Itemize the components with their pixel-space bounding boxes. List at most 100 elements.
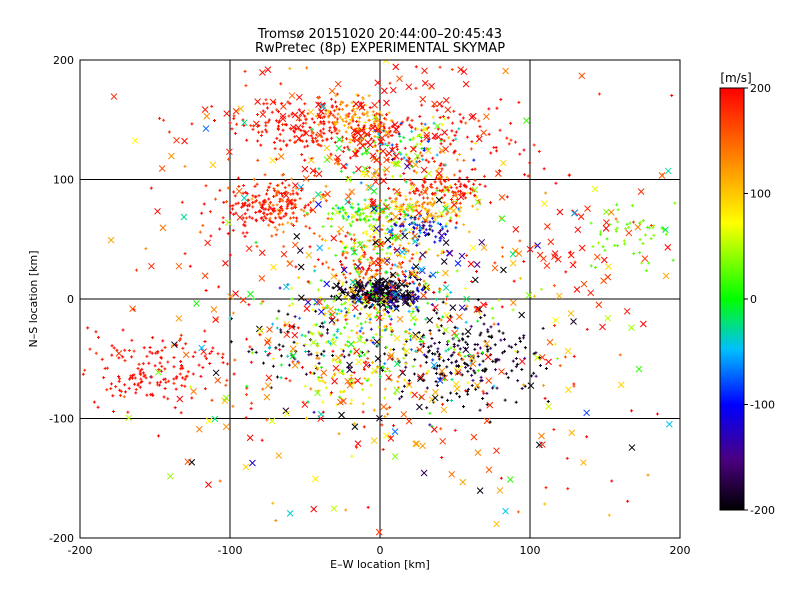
data-point-plus (264, 128, 268, 132)
data-point-cross (363, 147, 371, 154)
data-point-cross (370, 205, 378, 213)
data-point-plus (245, 337, 249, 341)
data-point-cross (265, 374, 273, 382)
data-point-plus (457, 153, 461, 157)
data-point-cross (446, 249, 453, 257)
data-point-cross (348, 287, 355, 294)
data-point-cross (295, 114, 303, 122)
data-point-plus (314, 309, 318, 313)
data-point-plus (343, 301, 347, 305)
data-point-plus (321, 225, 325, 229)
data-point-cross (451, 191, 459, 199)
data-point-plus (380, 228, 384, 232)
data-point-plus (235, 122, 239, 126)
data-point-plus (160, 364, 164, 368)
data-point-plus (509, 121, 513, 125)
data-point-cross (547, 238, 555, 246)
data-point-plus (481, 359, 485, 363)
data-point-cross (352, 100, 360, 108)
data-point-plus (109, 382, 113, 386)
data-point-plus (421, 226, 425, 230)
data-point-cross (442, 326, 449, 334)
data-point-plus (348, 118, 352, 122)
data-point-plus (361, 402, 365, 406)
data-point-plus (445, 175, 449, 179)
data-point-plus (225, 378, 229, 382)
data-point-plus (421, 196, 425, 200)
data-point-plus (419, 364, 423, 368)
colorbar-tick-label: -200 (750, 504, 775, 517)
data-point-plus (335, 329, 339, 333)
data-point-plus (244, 216, 248, 220)
data-point-plus (597, 92, 601, 96)
data-point-plus (418, 159, 422, 163)
data-point-plus (226, 362, 230, 366)
data-point-plus (372, 247, 376, 251)
data-point-plus (306, 203, 310, 207)
data-point-cross (464, 328, 472, 335)
data-point-plus (359, 288, 363, 292)
data-point-plus (542, 167, 546, 171)
data-point-cross (315, 200, 322, 208)
data-point-plus (271, 220, 275, 224)
data-point-plus (226, 186, 230, 190)
data-point-cross (578, 72, 586, 80)
data-point-plus (464, 121, 468, 125)
data-point-plus (357, 334, 361, 338)
data-point-cross (361, 298, 369, 306)
data-point-plus (204, 184, 208, 188)
data-point-cross (279, 115, 287, 123)
data-point-plus (453, 149, 457, 153)
data-point-plus (418, 226, 422, 230)
data-point-plus (264, 98, 268, 102)
data-point-plus (459, 192, 463, 196)
data-point-plus (324, 184, 328, 188)
data-point-cross (264, 382, 272, 390)
data-point-plus (468, 191, 472, 195)
data-point-plus (374, 294, 378, 298)
data-point-plus (291, 211, 295, 215)
data-point-plus (414, 204, 418, 208)
data-point-cross (469, 244, 477, 252)
data-point-cross (509, 259, 517, 267)
data-point-cross (662, 226, 669, 234)
data-point-cross (115, 350, 123, 357)
data-point-plus (501, 351, 505, 355)
data-point-plus (444, 224, 448, 228)
data-point-plus (422, 201, 426, 205)
data-point-plus (422, 353, 426, 357)
data-point-plus (424, 228, 428, 232)
data-point-plus (145, 354, 149, 358)
data-point-plus (408, 202, 412, 206)
data-point-plus (418, 142, 422, 146)
data-point-plus (411, 209, 415, 213)
data-point-plus (486, 347, 490, 351)
data-point-cross (386, 227, 394, 235)
data-point-plus (183, 164, 187, 168)
data-point-cross (457, 66, 464, 74)
data-point-plus (406, 116, 410, 120)
data-point-plus (178, 337, 182, 341)
data-point-plus (408, 282, 412, 286)
data-point-plus (420, 202, 424, 206)
data-point-cross (266, 326, 273, 333)
data-point-cross (583, 409, 590, 417)
data-point-plus (421, 178, 425, 182)
data-point-plus (241, 191, 245, 195)
data-point-plus (664, 232, 668, 236)
data-point-cross (315, 170, 323, 178)
data-point-plus (173, 406, 177, 410)
data-point-plus (349, 349, 353, 353)
data-point-plus (371, 335, 375, 339)
data-point-plus (216, 352, 220, 356)
data-point-plus (514, 400, 518, 404)
data-point-plus (417, 217, 421, 221)
data-point-plus (470, 279, 474, 283)
data-point-cross (391, 121, 399, 128)
data-point-plus (415, 271, 419, 275)
data-point-plus (449, 391, 453, 395)
data-point-plus (326, 109, 330, 113)
data-point-plus (157, 368, 161, 372)
data-point-cross (326, 154, 333, 161)
data-point-plus (232, 114, 236, 118)
